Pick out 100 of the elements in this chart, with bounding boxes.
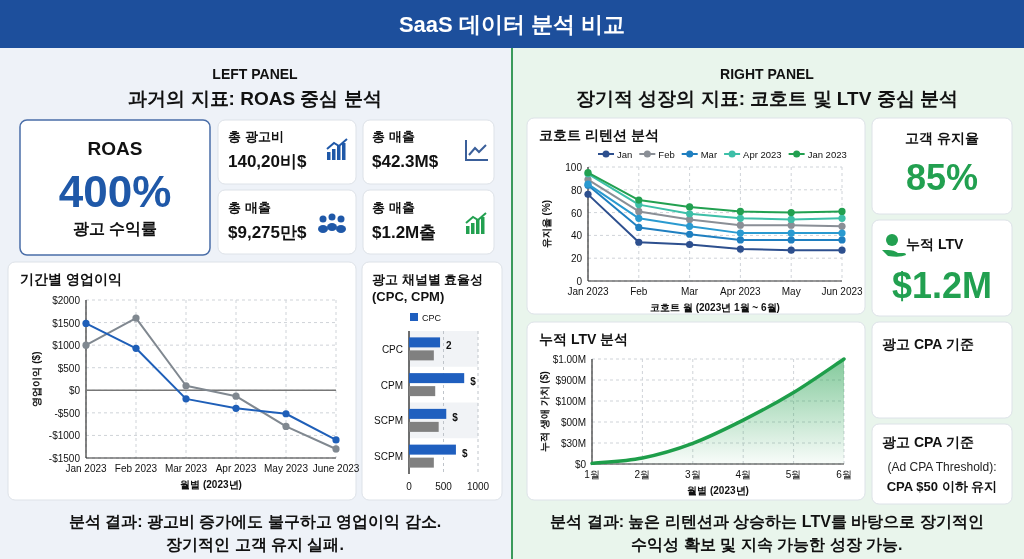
point — [686, 203, 694, 211]
x-tick-label: 6월 — [836, 469, 852, 480]
text: 총 광고비 — [228, 129, 284, 144]
y-tick-label: 60 — [570, 207, 583, 219]
point — [584, 190, 592, 198]
annotation: $ — [470, 376, 477, 388]
point — [635, 223, 643, 232]
y-tick-label: $1000 — [52, 340, 81, 352]
point — [787, 246, 795, 254]
bar — [409, 444, 456, 455]
text: $42.3M$ — [372, 152, 439, 171]
y-tick-label: CPM — [380, 379, 403, 391]
text: 분석 결과: 광고비 증가에도 불구하고 영업이익 감소. — [68, 513, 442, 530]
point — [182, 395, 190, 403]
x-tick-label: Feb — [630, 286, 648, 297]
text: 총 매출 — [372, 200, 415, 215]
y-tick-label: SCPM — [374, 415, 403, 427]
x-tick-label: 5월 — [785, 469, 802, 480]
x-tick-label: Mar — [680, 286, 699, 297]
x-tick-label: June 2023 — [312, 463, 360, 474]
text: 과거의 지표: ROAS 중심 분석 — [128, 88, 382, 109]
point — [787, 236, 795, 244]
chart-title: 누적 LTV 분석 — [539, 331, 629, 347]
text: RIGHT PANEL — [720, 66, 815, 82]
y-tick-label: $1500 — [52, 317, 81, 329]
y-tick-label: 40 — [570, 230, 583, 242]
legend-label: Jan — [617, 148, 633, 160]
point — [787, 209, 795, 217]
point — [282, 422, 290, 430]
text: 누적 LTV — [906, 236, 964, 252]
text: 140,20비$ — [228, 152, 307, 171]
point — [838, 246, 846, 254]
chart-title: 기간별 영업이익 — [20, 271, 122, 287]
point — [332, 445, 340, 453]
text: $100M — [555, 396, 586, 407]
text: 광고 CPA 기준 — [882, 434, 974, 450]
point — [282, 410, 290, 418]
point — [686, 230, 694, 238]
point — [635, 238, 643, 246]
y-tick-label: 20 — [570, 253, 583, 265]
point — [838, 214, 846, 222]
annotation: 2 — [446, 340, 453, 352]
point — [736, 236, 744, 244]
text: 총 매출 — [228, 200, 271, 215]
point — [635, 196, 643, 204]
text: LEFT PANEL — [212, 66, 299, 82]
point — [635, 214, 643, 222]
y-tick-label: 100 — [565, 162, 583, 173]
point — [82, 319, 90, 328]
x-axis-title: 월별 (2023년) — [687, 485, 749, 496]
x-tick-label: 0 — [406, 481, 413, 492]
x-tick-label: 2월 — [634, 469, 651, 480]
point — [686, 210, 694, 218]
x-tick-label: Mar 2023 — [164, 463, 208, 474]
annotation: $ — [452, 411, 459, 423]
point — [332, 436, 340, 444]
x-tick-label: May — [781, 286, 801, 297]
point — [838, 236, 846, 244]
text: 장기적인 고객 유지 실패. — [166, 536, 344, 553]
point — [787, 229, 795, 237]
y-tick-label: $500 — [57, 362, 81, 374]
point — [838, 207, 846, 216]
x-tick-label: Jan 2023 — [567, 286, 610, 297]
y-tick-label: $2000 — [52, 295, 81, 306]
point — [838, 222, 846, 230]
text: ROAS — [87, 138, 143, 159]
text: 85% — [905, 157, 979, 198]
point — [132, 344, 140, 352]
legend-label: Mar — [700, 148, 718, 160]
text: $1.2M — [891, 265, 993, 306]
annotation: $ — [461, 447, 468, 459]
y-tick-label: 80 — [570, 184, 583, 196]
text: $1.00M — [552, 354, 586, 365]
point — [736, 207, 744, 216]
text: SaaS 데이터 분석 비교 — [398, 12, 626, 37]
text: 고객 유지율 — [905, 130, 979, 146]
text: 수익성 확보 및 지속 가능한 성장 가능. — [631, 536, 903, 553]
point — [736, 221, 744, 229]
text: $900M — [555, 375, 586, 386]
point — [686, 240, 694, 249]
point — [736, 229, 744, 237]
chart-title: 광고 채널별 효율성 (CPC, CPM) — [372, 272, 484, 304]
x-tick-label: 1월 — [584, 469, 600, 480]
x-tick-label: Apr 2023 — [720, 286, 762, 297]
x-tick-label: Apr 2023 — [215, 463, 257, 474]
text: 광고 수익률 — [72, 220, 158, 237]
y-axis-title: 누적 생애 가치 ($) — [539, 371, 550, 452]
point — [686, 222, 694, 230]
x-tick-label: 4월 — [735, 469, 751, 480]
chart-title: 코호트 리텐션 분석 — [539, 127, 659, 143]
x-tick-label: 500 — [435, 481, 453, 492]
point — [686, 215, 694, 224]
point — [635, 207, 643, 216]
point — [132, 314, 140, 322]
legend-label: Feb — [658, 148, 675, 160]
text: 광고 CPA 기준 — [882, 336, 974, 352]
bar — [409, 337, 441, 348]
y-tick-label: -$1500 — [48, 453, 81, 464]
y-tick-label: -$1000 — [48, 430, 81, 442]
text: $00M — [560, 417, 586, 428]
